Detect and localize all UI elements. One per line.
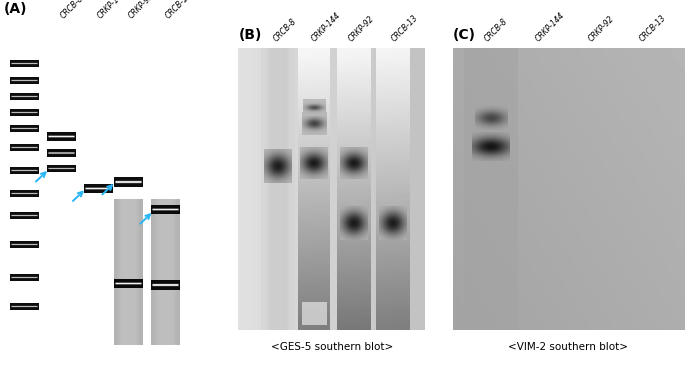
Text: CRKP-144: CRKP-144 <box>310 11 342 43</box>
Text: CRCB-8: CRCB-8 <box>483 17 509 43</box>
Text: CRKP-92: CRKP-92 <box>347 14 376 43</box>
Text: CRCB-8: CRCB-8 <box>59 0 86 21</box>
Text: CRKP-92: CRKP-92 <box>126 0 155 21</box>
Text: CRCB-13: CRCB-13 <box>390 13 419 43</box>
Text: (A): (A) <box>3 1 27 15</box>
Text: CRCB-13: CRCB-13 <box>638 13 668 43</box>
Text: <VIM-2 southern blot>: <VIM-2 southern blot> <box>509 342 628 352</box>
Text: CRCB-8: CRCB-8 <box>272 17 299 43</box>
Text: (C): (C) <box>453 28 475 42</box>
Text: CRKP-92: CRKP-92 <box>587 14 616 43</box>
Text: (B): (B) <box>238 28 262 42</box>
Text: CRKP-144: CRKP-144 <box>533 11 567 43</box>
Text: <GES-5 southern blot>: <GES-5 southern blot> <box>271 342 392 352</box>
Text: CRCB-13: CRCB-13 <box>164 0 193 21</box>
Text: CRKP-144: CRKP-144 <box>96 0 129 21</box>
